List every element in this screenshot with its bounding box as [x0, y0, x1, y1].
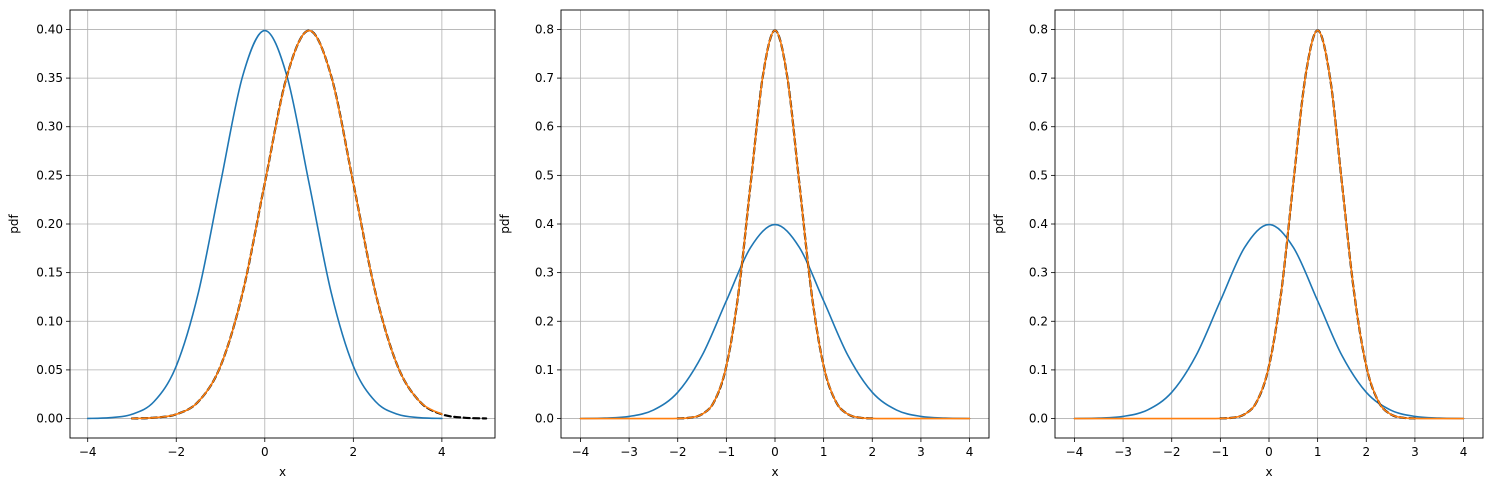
y-tick-label: 0.3 [1029, 266, 1048, 280]
chart-panel-3: −4 −3 −2 −1 0 1 2 3 4 0.0 0.1 0.2 0.3 0.4 0.5 0.6 0.7 0.8… [992, 9, 1484, 479]
y-tick-label: 0.25 [36, 168, 63, 182]
x-axis-label: x [279, 465, 286, 479]
series-line-1 [86, 29, 443, 420]
x-tick-label: 4 [966, 445, 974, 459]
x-axis-label: x [1265, 465, 1272, 479]
y-tick-label: 0.10 [36, 314, 63, 328]
chart-panel-1: −4 −2 0 2 4 0.00 0.05 0.10 0.15 0.20 0.25 0.30 0.35 0… [7, 9, 496, 479]
y-tick-label: 0.5 [1029, 168, 1048, 182]
y-axis-label: pdf [992, 214, 1006, 234]
y-tick-label: 0.30 [36, 120, 63, 134]
series-line-3 [1073, 29, 1465, 420]
y-tick-label: 0.4 [1029, 217, 1048, 231]
x-axis-label: x [771, 465, 778, 479]
y-tick-label: 0.40 [36, 22, 63, 36]
x-tick-label: −1 [1212, 445, 1230, 459]
y-tick-label: 0.8 [1029, 22, 1048, 36]
x-tick-label: 1 [1314, 445, 1322, 459]
y-tick-label: 0.0 [1029, 412, 1048, 426]
y-tick-label: 0.2 [1029, 314, 1048, 328]
chart-panel-2: −4 −3 −2 −1 0 1 2 3 4 0.0 0.1 0.2 0.3 0.4 0.5 0.6 0.7 0.8… [498, 9, 990, 479]
x-tick-label: 4 [438, 445, 446, 459]
x-tick-label: −4 [79, 445, 97, 459]
x-tick-label: 2 [350, 445, 358, 459]
y-tick-label: 0.6 [535, 120, 554, 134]
x-tick-label: 0 [1265, 445, 1273, 459]
y-tick-label: 0.6 [1029, 120, 1048, 134]
series-line-3 [131, 29, 443, 420]
x-tick-label: 3 [1411, 445, 1419, 459]
x-tick-label: 2 [1362, 445, 1370, 459]
y-tick-label: 0.2 [535, 314, 554, 328]
series-line-1 [1073, 223, 1465, 420]
x-tick-label: −1 [718, 445, 736, 459]
y-tick-label: 0.4 [535, 217, 554, 231]
x-tick-label: 2 [868, 445, 876, 459]
y-tick-label: 0.05 [36, 363, 63, 377]
x-tick-label: −2 [167, 445, 185, 459]
x-tick-label: −4 [572, 445, 590, 459]
x-tick-label: 4 [1460, 445, 1468, 459]
y-tick-label: 0.1 [1029, 363, 1048, 377]
series-line-1 [579, 223, 971, 420]
y-axis-label: pdf [498, 214, 512, 234]
y-tick-label: 0.35 [36, 71, 63, 85]
y-tick-label: 0.1 [535, 363, 554, 377]
series-line-3 [579, 29, 971, 420]
y-tick-label: 0.20 [36, 217, 63, 231]
y-tick-label: 0.3 [535, 266, 554, 280]
x-tick-label: −4 [1066, 445, 1084, 459]
x-tick-label: 3 [917, 445, 925, 459]
x-tick-label: −2 [669, 445, 687, 459]
x-tick-label: −3 [1114, 445, 1132, 459]
y-tick-label: 0.7 [1029, 71, 1048, 85]
x-tick-label: 1 [820, 445, 828, 459]
y-tick-label: 0.00 [36, 412, 63, 426]
x-tick-label: 0 [771, 445, 779, 459]
x-tick-label: 0 [261, 445, 269, 459]
y-tick-label: 0.5 [535, 168, 554, 182]
y-tick-label: 0.7 [535, 71, 554, 85]
y-tick-label: 0.8 [535, 22, 554, 36]
y-tick-label: 0.0 [535, 412, 554, 426]
x-tick-label: −2 [1163, 445, 1181, 459]
y-axis-label: pdf [7, 214, 21, 234]
x-tick-label: −3 [620, 445, 638, 459]
y-tick-label: 0.15 [36, 266, 63, 280]
